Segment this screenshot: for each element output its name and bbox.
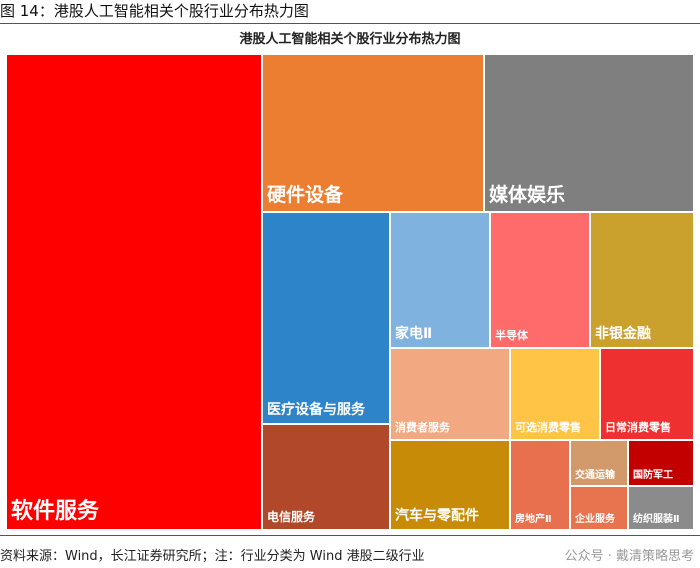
watermark: 公众号 · 戴清策略思考 bbox=[564, 549, 694, 564]
treemap-tile-label: 国防军工 bbox=[633, 470, 673, 481]
treemap-tile: 医疗设备与服务 bbox=[262, 212, 390, 424]
treemap-tile: 半导体 bbox=[490, 212, 590, 348]
treemap-tile: 媒体娱乐 bbox=[484, 54, 694, 212]
treemap-tile: 企业服务 bbox=[570, 486, 628, 530]
treemap-tile: 纺织服装Ⅱ bbox=[628, 486, 694, 530]
treemap-chart: 软件服务 硬件设备 媒体娱乐医疗设备与服务 家电Ⅱ 半导体 非银金融消费者服务 可选消费零售… bbox=[6, 54, 694, 530]
treemap-tile: 日常消费零售 bbox=[600, 348, 694, 440]
treemap-tile: 房地产Ⅱ bbox=[510, 440, 570, 530]
treemap-tile-label: 交通运输 bbox=[575, 470, 615, 481]
treemap-tile-label: 纺织服装Ⅱ bbox=[633, 514, 680, 525]
treemap-tile: 可选消费零售 bbox=[510, 348, 600, 440]
treemap-tile-label: 非银金融 bbox=[595, 326, 651, 342]
treemap-tile: 汽车与零配件 bbox=[390, 440, 510, 530]
source-note: 资料来源：Wind，长江证券研究所；注：行业分类为 Wind 港股二级行业 bbox=[0, 549, 425, 564]
treemap-tile-label: 家电Ⅱ bbox=[395, 326, 433, 342]
treemap-tile-label: 媒体娱乐 bbox=[489, 184, 566, 206]
treemap-tile: 交通运输 bbox=[570, 440, 628, 486]
treemap-tile-label: 可选消费零售 bbox=[515, 421, 581, 434]
treemap-tile-label: 电信服务 bbox=[267, 510, 316, 524]
caption-divider bbox=[0, 23, 700, 24]
treemap-tile-label: 日常消费零售 bbox=[605, 421, 671, 434]
treemap-tile: 非银金融 bbox=[590, 212, 694, 348]
treemap-tile-label: 医疗设备与服务 bbox=[267, 402, 365, 418]
treemap-tile-label: 企业服务 bbox=[575, 514, 615, 525]
treemap-tile-label: 消费者服务 bbox=[395, 421, 450, 434]
treemap-tile: 软件服务 bbox=[6, 54, 262, 530]
figure-caption: 图 14：港股人工智能相关个股行业分布热力图 bbox=[0, 0, 700, 24]
treemap-tile-label: 汽车与零配件 bbox=[395, 508, 479, 524]
treemap-tile: 国防军工 bbox=[628, 440, 694, 486]
treemap-tile: 消费者服务 bbox=[390, 348, 510, 440]
treemap-tile-label: 软件服务 bbox=[11, 499, 100, 524]
treemap-tile: 电信服务 bbox=[262, 424, 390, 530]
treemap-tile: 家电Ⅱ bbox=[390, 212, 490, 348]
figure-caption-text: 图 14：港股人工智能相关个股行业分布热力图 bbox=[0, 2, 309, 20]
treemap-tile-label: 半导体 bbox=[495, 329, 528, 342]
footer-divider bbox=[0, 535, 700, 536]
treemap-tile: 硬件设备 bbox=[262, 54, 484, 212]
chart-title: 港股人工智能相关个股行业分布热力图 bbox=[239, 32, 461, 47]
treemap-tile-label: 硬件设备 bbox=[267, 184, 344, 206]
treemap-tile-label: 房地产Ⅱ bbox=[515, 514, 552, 525]
